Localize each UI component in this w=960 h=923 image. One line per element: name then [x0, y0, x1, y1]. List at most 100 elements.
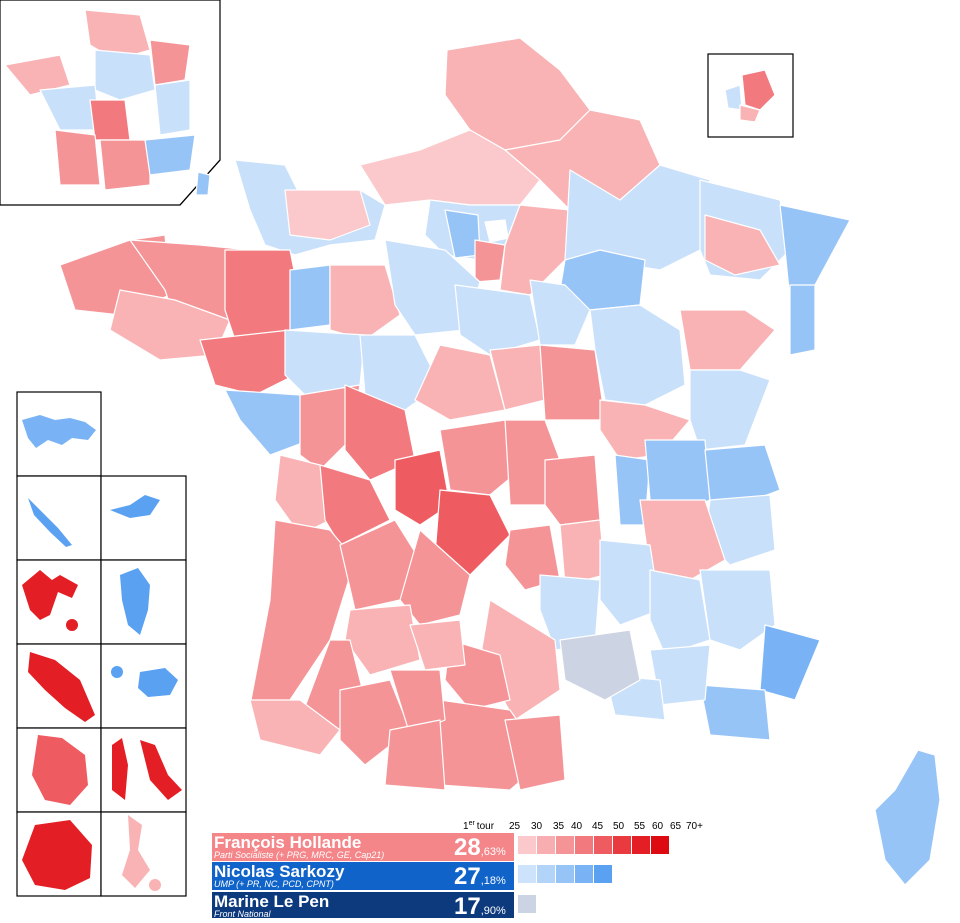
territory-shape[interactable]: [32, 735, 88, 805]
inset-region: [144, 134, 196, 176]
department-region[interactable]: [224, 389, 311, 456]
department-region[interactable]: [474, 239, 506, 283]
candidate-percent: 17,90%: [454, 893, 506, 920]
department-region[interactable]: [689, 369, 771, 451]
inset-ile-de-france: [707, 53, 794, 138]
department-region[interactable]: [199, 329, 296, 396]
scale-swatch: [575, 865, 593, 883]
department-region[interactable]: [249, 699, 341, 756]
department-region[interactable]: [704, 214, 781, 276]
inset-region: [99, 139, 151, 191]
inset-region: [4, 54, 71, 96]
territory-shape[interactable]: [22, 820, 92, 890]
candidate-name: Nicolas Sarkozy: [214, 862, 345, 881]
inset-saint-pierre: [100, 811, 187, 897]
candidate-name: François Hollande: [214, 833, 361, 852]
scale-swatch: [613, 836, 631, 854]
department-region[interactable]: [384, 719, 446, 791]
department-region[interactable]: [284, 329, 366, 396]
inset-region: [89, 99, 131, 141]
inset-region: [94, 49, 156, 101]
territory-shape[interactable]: [120, 568, 150, 635]
territory-shape[interactable]: [112, 738, 128, 800]
department-region[interactable]: [559, 629, 641, 701]
scale-swatch: [537, 865, 555, 883]
department-region[interactable]: [329, 264, 401, 341]
scale-swatch: [594, 865, 612, 883]
territory-shape[interactable]: [140, 740, 182, 800]
department-region[interactable]: [789, 284, 816, 356]
department-region[interactable]: [344, 384, 416, 481]
scale-swatch: [537, 836, 555, 854]
inset-region: [195, 171, 211, 196]
legend-thresholds: 25 30 35 40 45 50 55 60 65 70+: [509, 821, 703, 832]
candidate-party: UMP (+ PR, NC, PCD, CPNT): [214, 879, 334, 889]
department-region[interactable]: [529, 279, 591, 346]
threshold-label: 60: [652, 821, 664, 832]
threshold-label: 65: [670, 821, 682, 832]
territory-shape[interactable]: [66, 619, 78, 631]
inset-wallis: [100, 475, 187, 561]
scale-swatch: [556, 865, 574, 883]
department-region[interactable]: [284, 189, 371, 241]
inset-region: [741, 69, 776, 111]
threshold-label: 70+: [686, 821, 703, 832]
territory-shape[interactable]: [22, 570, 78, 620]
department-region[interactable]: [439, 419, 521, 496]
threshold-label: 45: [592, 821, 604, 832]
candidate-bg: [212, 892, 514, 918]
inset-region: [54, 129, 101, 186]
overseas-insets: [16, 391, 187, 897]
department-region[interactable]: [319, 464, 391, 546]
department-region[interactable]: [409, 619, 466, 671]
legend-round-label: 1er tour: [463, 820, 495, 832]
department-region[interactable]: [589, 304, 686, 406]
scale-swatch: [594, 836, 612, 854]
corsica-region[interactable]: [874, 749, 941, 886]
department-region[interactable]: [699, 569, 776, 651]
department-region[interactable]: [759, 624, 821, 701]
department-region[interactable]: [414, 344, 506, 421]
territory-shape[interactable]: [111, 666, 123, 678]
candidate-party: Front National: [214, 909, 272, 919]
candidate-percent: 28,63%: [454, 834, 506, 861]
department-region[interactable]: [544, 454, 601, 526]
threshold-label: 30: [531, 821, 543, 832]
inset-region: [154, 79, 191, 136]
threshold-label: 25: [509, 821, 521, 832]
department-region[interactable]: [539, 344, 606, 421]
department-region[interactable]: [679, 309, 776, 371]
candidate-percent: 27,18%: [454, 863, 506, 890]
scale-swatch: [518, 865, 536, 883]
department-region[interactable]: [504, 714, 566, 791]
department-region[interactable]: [359, 129, 541, 206]
department-region[interactable]: [699, 684, 771, 741]
territory-shape[interactable]: [28, 652, 95, 722]
department-region[interactable]: [339, 679, 411, 766]
department-region[interactable]: [289, 264, 331, 331]
inset-new-caledonia: [16, 475, 102, 561]
world-map-shape: [22, 415, 96, 448]
department-region[interactable]: [649, 569, 711, 656]
territory-shape[interactable]: [122, 815, 150, 888]
department-region[interactable]: [599, 539, 661, 626]
department-region[interactable]: [344, 604, 421, 676]
department-region[interactable]: [559, 519, 606, 586]
legend: 1er tour 25 30 35 40 45 50 55 60 65 70+ François H…: [212, 820, 703, 920]
territory-shape[interactable]: [110, 495, 160, 518]
territory-shape[interactable]: [28, 498, 72, 547]
department-region[interactable]: [389, 669, 446, 736]
department-region[interactable]: [394, 449, 451, 526]
territory-shape[interactable]: [149, 879, 161, 891]
territory-shape[interactable]: [138, 668, 178, 697]
threshold-label: 40: [571, 821, 583, 832]
department-region[interactable]: [399, 529, 471, 626]
inset-region: [739, 104, 761, 123]
candidate-name: Marine Le Pen: [214, 892, 329, 911]
department-region[interactable]: [249, 519, 356, 706]
department-region[interactable]: [454, 284, 541, 356]
inset-region: [149, 39, 191, 86]
